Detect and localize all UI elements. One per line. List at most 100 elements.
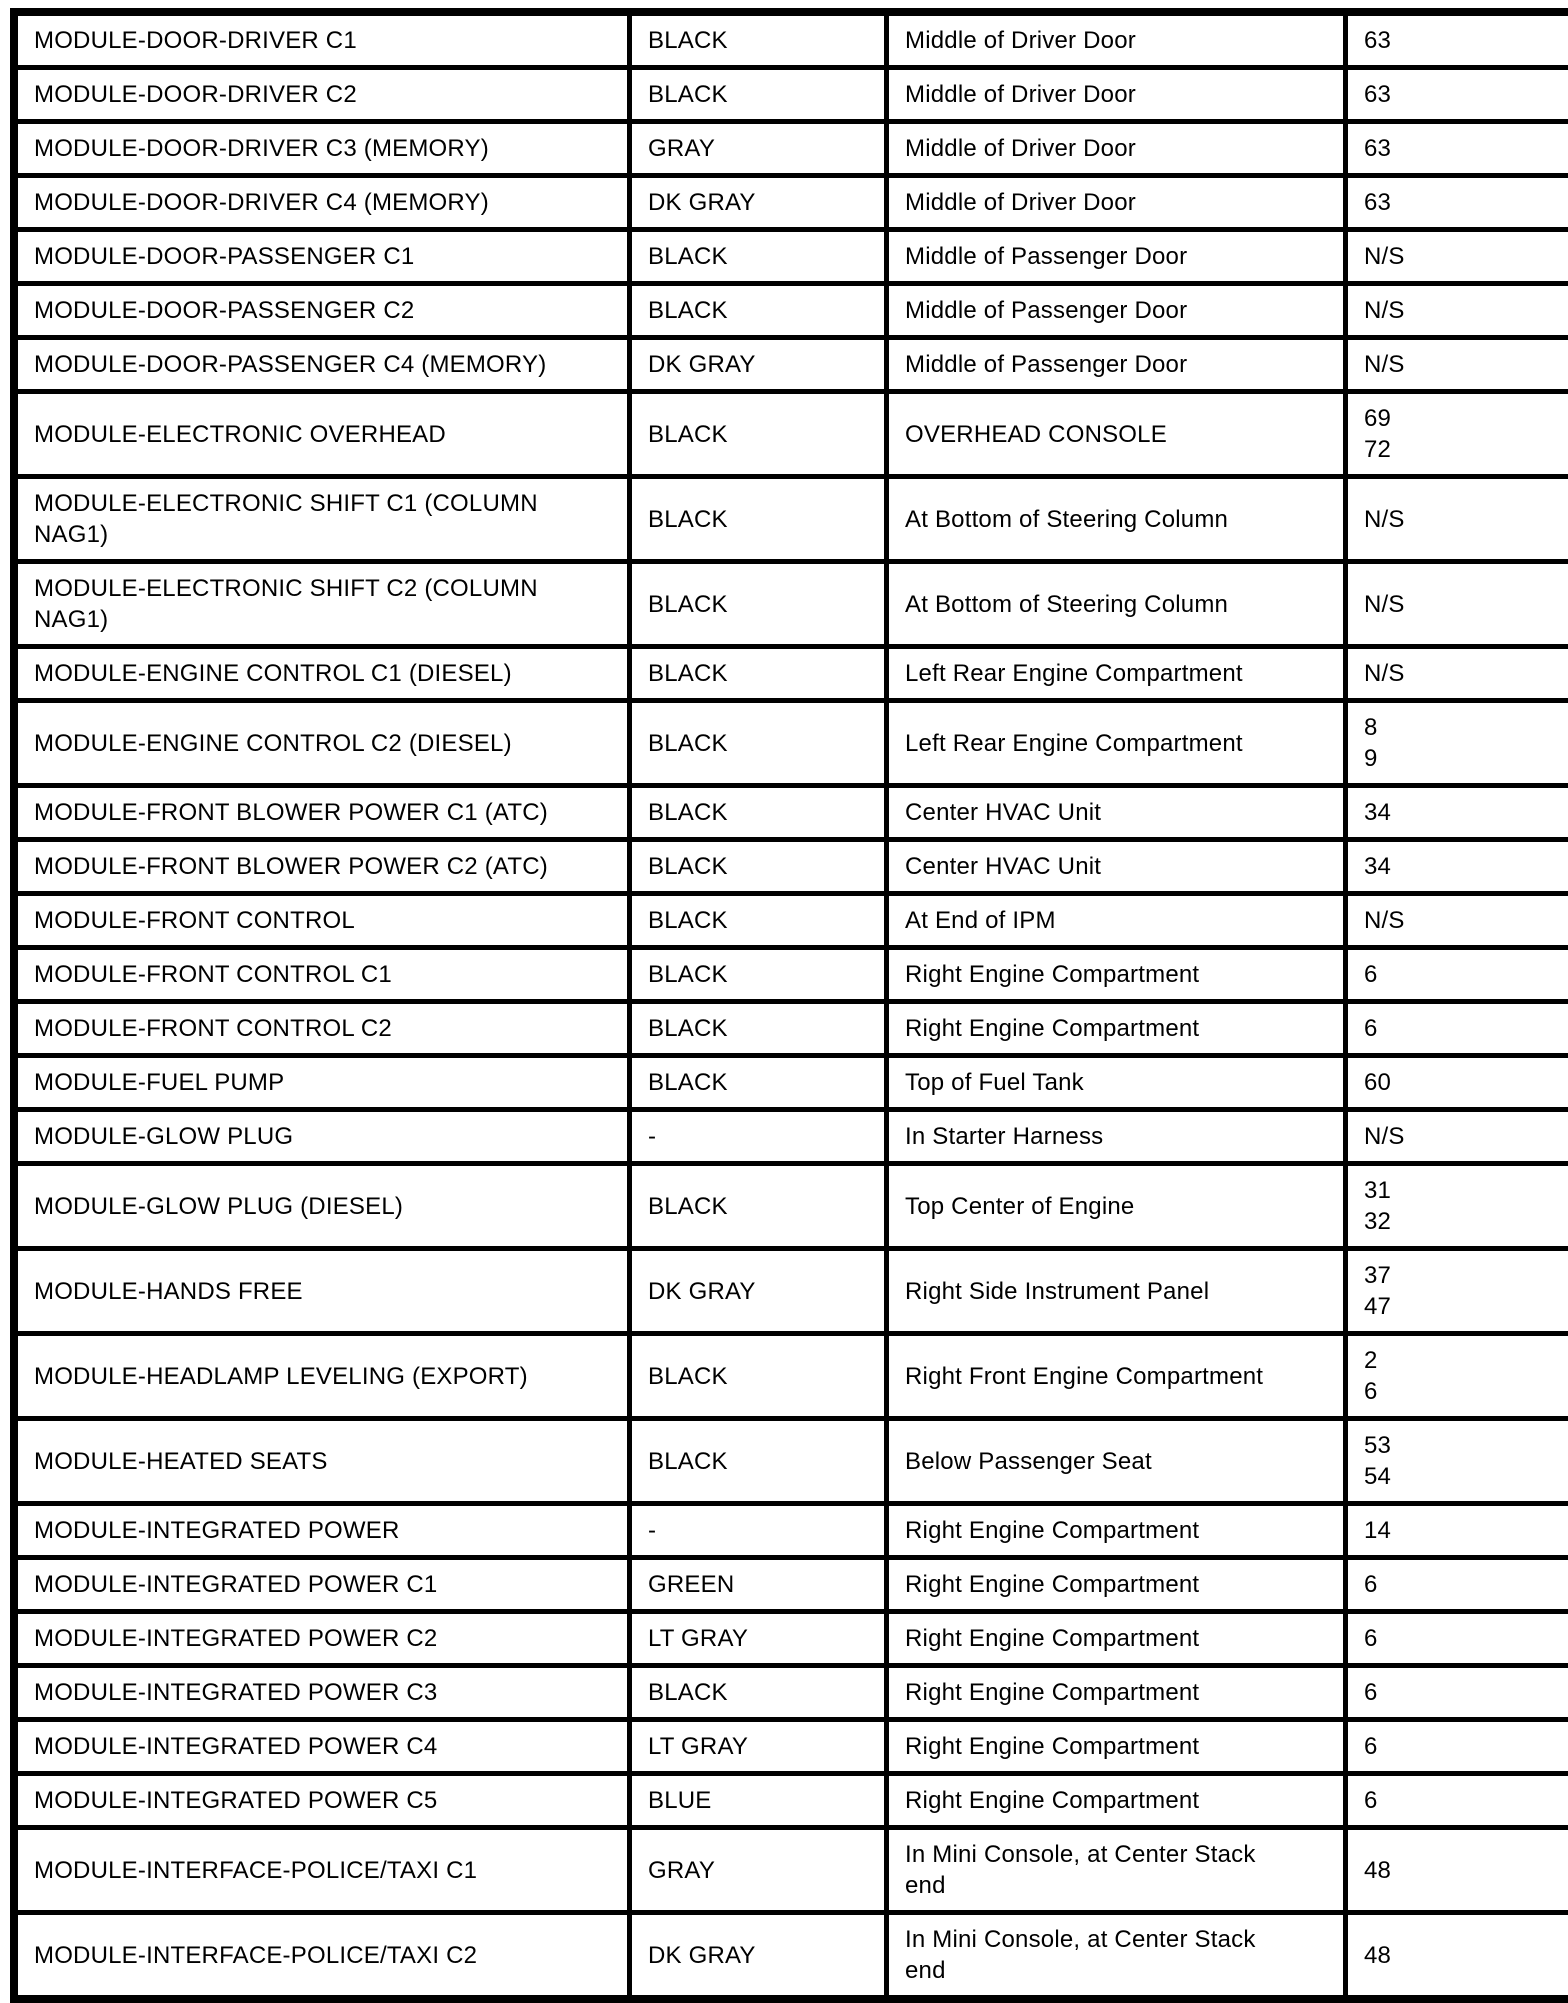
location-cell: Middle of Passenger Door [887, 284, 1346, 338]
module-name-cell: MODULE-FUEL PUMP [14, 1056, 630, 1110]
location-cell: At Bottom of Steering Column [887, 477, 1346, 562]
table-row: MODULE-ELECTRONIC SHIFT C1 (COLUMN NAG1)… [14, 477, 1568, 562]
connector-color-cell: - [630, 1504, 887, 1558]
figure-number-cell: 34 [1346, 786, 1568, 840]
table-row: MODULE-HEADLAMP LEVELING (EXPORT) BLACK … [14, 1334, 1568, 1419]
figure-number-cell: 6 [1346, 1666, 1568, 1720]
figure-number-cell: 63 [1346, 122, 1568, 176]
module-name-cell: MODULE-INTEGRATED POWER C3 [14, 1666, 630, 1720]
figure-number-cell: 6 [1346, 1002, 1568, 1056]
table-row: MODULE-ENGINE CONTROL C1 (DIESEL) BLACK … [14, 647, 1568, 701]
connector-color-cell: BLACK [630, 1666, 887, 1720]
location-cell: Right Side Instrument Panel [887, 1249, 1346, 1334]
module-name-cell: MODULE-INTEGRATED POWER [14, 1504, 630, 1558]
connector-color-cell: BLACK [630, 68, 887, 122]
table-row: MODULE-ELECTRONIC SHIFT C2 (COLUMN NAG1)… [14, 562, 1568, 647]
connector-color-cell: DK GRAY [630, 338, 887, 392]
connector-color-cell: - [630, 1110, 887, 1164]
module-name-cell: MODULE-ELECTRONIC SHIFT C2 (COLUMN NAG1) [14, 562, 630, 647]
connector-color-cell: GREEN [630, 1558, 887, 1612]
location-cell: Right Engine Compartment [887, 948, 1346, 1002]
module-name-cell: MODULE-FRONT BLOWER POWER C1 (ATC) [14, 786, 630, 840]
connector-color-cell: BLACK [630, 284, 887, 338]
module-name-cell: MODULE-INTEGRATED POWER C2 [14, 1612, 630, 1666]
table-row: MODULE-INTEGRATED POWER C1 GREEN Right E… [14, 1558, 1568, 1612]
module-name-cell: MODULE-INTERFACE-POLICE/TAXI C2 [14, 1913, 630, 2000]
location-cell: Top Center of Engine [887, 1164, 1346, 1249]
connector-color-cell: BLACK [630, 894, 887, 948]
connector-color-cell: BLACK [630, 840, 887, 894]
location-cell: Right Engine Compartment [887, 1558, 1346, 1612]
connector-color-cell: DK GRAY [630, 176, 887, 230]
module-name-cell: MODULE-DOOR-DRIVER C4 (MEMORY) [14, 176, 630, 230]
figure-number-cell: N/S [1346, 338, 1568, 392]
location-cell: OVERHEAD CONSOLE [887, 392, 1346, 477]
figure-number-cell: 48 [1346, 1913, 1568, 2000]
figure-number-cell: 63 [1346, 12, 1568, 68]
location-cell: At End of IPM [887, 894, 1346, 948]
table-row: MODULE-DOOR-DRIVER C2 BLACK Middle of Dr… [14, 68, 1568, 122]
module-name-cell: MODULE-INTEGRATED POWER C4 [14, 1720, 630, 1774]
table-row: MODULE-ENGINE CONTROL C2 (DIESEL) BLACK … [14, 701, 1568, 786]
connector-location-table-body: MODULE-DOOR-DRIVER C1 BLACK Middle of Dr… [14, 12, 1568, 1999]
connector-color-cell: DK GRAY [630, 1913, 887, 2000]
table-row: MODULE-INTEGRATED POWER C5 BLUE Right En… [14, 1774, 1568, 1828]
connector-color-cell: BLACK [630, 1056, 887, 1110]
connector-color-cell: GRAY [630, 122, 887, 176]
connector-color-cell: BLACK [630, 786, 887, 840]
location-cell: Left Rear Engine Compartment [887, 647, 1346, 701]
location-cell: At Bottom of Steering Column [887, 562, 1346, 647]
module-name-cell: MODULE-DOOR-PASSENGER C2 [14, 284, 630, 338]
module-name-cell: MODULE-FRONT CONTROL C1 [14, 948, 630, 1002]
figure-number-cell: N/S [1346, 477, 1568, 562]
table-row: MODULE-GLOW PLUG - In Starter Harness N/… [14, 1110, 1568, 1164]
connector-color-cell: BLACK [630, 230, 887, 284]
table-row: MODULE-INTERFACE-POLICE/TAXI C1 GRAY In … [14, 1828, 1568, 1913]
table-row: MODULE-GLOW PLUG (DIESEL) BLACK Top Cent… [14, 1164, 1568, 1249]
connector-color-cell: BLACK [630, 392, 887, 477]
figure-number-cell: 37 47 [1346, 1249, 1568, 1334]
connector-color-cell: BLACK [630, 1334, 887, 1419]
figure-number-cell: 34 [1346, 840, 1568, 894]
figure-number-cell: N/S [1346, 562, 1568, 647]
module-name-cell: MODULE-GLOW PLUG (DIESEL) [14, 1164, 630, 1249]
module-name-cell: MODULE-FRONT CONTROL [14, 894, 630, 948]
module-name-cell: MODULE-DOOR-DRIVER C2 [14, 68, 630, 122]
connector-color-cell: BLACK [630, 647, 887, 701]
connector-color-cell: BLACK [630, 1164, 887, 1249]
location-cell: Right Engine Compartment [887, 1666, 1346, 1720]
connector-color-cell: LT GRAY [630, 1612, 887, 1666]
module-name-cell: MODULE-DOOR-PASSENGER C1 [14, 230, 630, 284]
connector-color-cell: BLACK [630, 1419, 887, 1504]
location-cell: Below Passenger Seat [887, 1419, 1346, 1504]
module-name-cell: MODULE-HANDS FREE [14, 1249, 630, 1334]
location-cell: Center HVAC Unit [887, 786, 1346, 840]
table-row: MODULE-DOOR-PASSENGER C2 BLACK Middle of… [14, 284, 1568, 338]
table-row: MODULE-FRONT CONTROL BLACK At End of IPM… [14, 894, 1568, 948]
module-name-cell: MODULE-DOOR-DRIVER C3 (MEMORY) [14, 122, 630, 176]
module-name-cell: MODULE-ENGINE CONTROL C1 (DIESEL) [14, 647, 630, 701]
figure-number-cell: 53 54 [1346, 1419, 1568, 1504]
figure-number-cell: 63 [1346, 176, 1568, 230]
figure-number-cell: 6 [1346, 1558, 1568, 1612]
module-name-cell: MODULE-HEADLAMP LEVELING (EXPORT) [14, 1334, 630, 1419]
figure-number-cell: 6 [1346, 1612, 1568, 1666]
table-row: MODULE-FRONT CONTROL C1 BLACK Right Engi… [14, 948, 1568, 1002]
location-cell: Center HVAC Unit [887, 840, 1346, 894]
table-row: MODULE-INTEGRATED POWER C4 LT GRAY Right… [14, 1720, 1568, 1774]
location-cell: Middle of Passenger Door [887, 230, 1346, 284]
module-name-cell: MODULE-DOOR-PASSENGER C4 (MEMORY) [14, 338, 630, 392]
connector-color-cell: BLACK [630, 562, 887, 647]
figure-number-cell: N/S [1346, 1110, 1568, 1164]
table-row: MODULE-INTEGRATED POWER C2 LT GRAY Right… [14, 1612, 1568, 1666]
location-cell: Middle of Passenger Door [887, 338, 1346, 392]
table-row: MODULE-DOOR-PASSENGER C4 (MEMORY) DK GRA… [14, 338, 1568, 392]
module-name-cell: MODULE-INTEGRATED POWER C5 [14, 1774, 630, 1828]
module-name-cell: MODULE-HEATED SEATS [14, 1419, 630, 1504]
table-row: MODULE-ELECTRONIC OVERHEAD BLACK OVERHEA… [14, 392, 1568, 477]
module-name-cell: MODULE-GLOW PLUG [14, 1110, 630, 1164]
table-row: MODULE-FUEL PUMP BLACK Top of Fuel Tank … [14, 1056, 1568, 1110]
module-name-cell: MODULE-INTEGRATED POWER C1 [14, 1558, 630, 1612]
figure-number-cell: 63 [1346, 68, 1568, 122]
